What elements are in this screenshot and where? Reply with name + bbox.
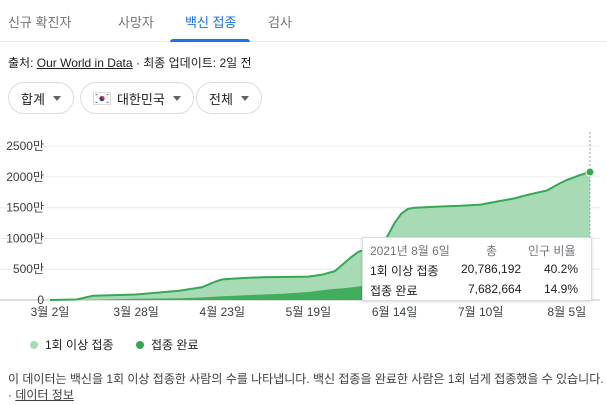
tab-vaccinations[interactable]: 백신 접종 [185,15,237,30]
last-updated: · 최종 업데이트: 2일 전 [132,56,252,70]
tooltip-col-ratio: 인구 비율 [528,244,576,258]
metric-dropdown-label: 합계 [21,91,45,107]
tooltip-header: 2021년 8월 6일 총 인구 비율 [363,242,593,260]
metric-dropdown[interactable]: 합계 [8,82,74,114]
legend-label: 접종 완료 [151,338,199,352]
country-dropdown[interactable]: 대한민국 [80,82,194,114]
tooltip-col-total: 총 [486,244,498,258]
x-tick-label: 6월 14일 [372,305,417,319]
tooltip-date: 2021년 8월 6일 [370,244,450,258]
x-tick-label: 5월 19일 [286,305,331,319]
x-tick-label: 8월 5일 [547,305,586,319]
tooltip-row: 1회 이상 접종 20,786,192 40.2% [363,262,593,280]
country-dropdown-label: 대한민국 [117,91,165,107]
x-axis: 3월 2일 3월 28일 4월 23일 5월 19일 6월 14일 7월 10일 8월 5일 [31,305,587,319]
tab-deaths[interactable]: 사망자 [118,15,154,30]
korea-flag-icon [93,91,111,105]
legend-first-dose[interactable]: 1회 이상 접종 [30,336,114,353]
y-tick-label: 2000만 [6,170,44,184]
chevron-down-icon [52,95,61,101]
hover-point [585,167,595,177]
chart-tooltip: 2021년 8월 6일 총 인구 비율 1회 이상 접종 20,786,192 … [362,237,592,301]
source-link[interactable]: Our World in Data [36,56,133,70]
source-prefix: 출처: [8,56,37,70]
x-tick-label: 3월 28일 [113,305,158,319]
tab-bar: 신규 확진자 사망자 백신 접종 검사 [0,0,607,42]
x-tick-label: 4월 23일 [200,305,245,319]
y-tick-label: 500만 [13,262,44,276]
tab-tests[interactable]: 검사 [268,15,292,30]
y-tick-label: 0 [37,293,44,307]
tooltip-row-total: 20,786,192 [461,262,522,276]
x-tick-label: 3월 2일 [31,305,70,319]
tab-new-cases[interactable]: 신규 확진자 [8,15,72,30]
legend-label: 1회 이상 접종 [45,338,114,352]
data-info-link[interactable]: 데이터 정보 [15,388,74,402]
tooltip-row-ratio: 14.9% [544,282,579,296]
y-tick-label: 1000만 [6,231,44,245]
source-line: 출처: Our World in Data · 최종 업데이트: 2일 전 [8,54,252,71]
tooltip-row: 접종 완료 7,682,664 14.9% [363,282,593,300]
legend-dot-icon [30,340,38,349]
y-axis: 0 500만 1000만 1500만 2000만 2500만 [6,139,44,307]
x-tick-label: 7월 10일 [458,305,503,319]
y-tick-label: 2500만 [6,139,44,153]
y-tick-label: 1500만 [6,201,44,215]
scope-dropdown[interactable]: 전체 [196,82,262,114]
scope-dropdown-label: 전체 [209,91,233,107]
note-text: 이 데이터는 백신을 1회 이상 접종한 사람의 수를 나타냅니다. 백신 접종… [8,372,604,402]
legend-dot-icon [136,340,144,349]
legend-fully-vaccinated[interactable]: 접종 완료 [136,336,199,353]
active-tab-indicator [170,39,250,42]
chevron-down-icon [172,95,181,101]
data-note: 이 데이터는 백신을 1회 이상 접종한 사람의 수를 나타냅니다. 백신 접종… [8,371,604,403]
tooltip-row-label: 접종 완료 [370,284,418,298]
tooltip-row-ratio: 40.2% [544,262,579,276]
tooltip-row-total: 7,682,664 [468,282,522,296]
tooltip-row-label: 1회 이상 접종 [370,264,439,278]
chevron-down-icon [240,95,249,101]
